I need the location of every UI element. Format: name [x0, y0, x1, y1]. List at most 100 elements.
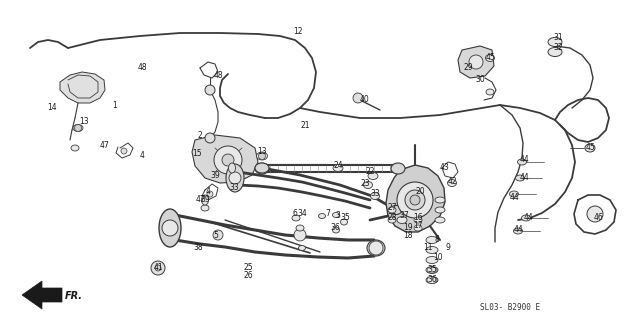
Ellipse shape: [298, 246, 305, 250]
Text: 10: 10: [433, 254, 443, 263]
Text: 1: 1: [113, 100, 117, 109]
Ellipse shape: [391, 163, 405, 174]
Ellipse shape: [435, 217, 445, 223]
Circle shape: [205, 85, 215, 95]
Circle shape: [213, 230, 223, 240]
Text: 36: 36: [427, 276, 437, 285]
Ellipse shape: [255, 163, 269, 173]
Polygon shape: [458, 46, 494, 78]
Text: 46: 46: [593, 213, 603, 222]
Ellipse shape: [202, 195, 209, 205]
Text: 28: 28: [387, 213, 397, 222]
Ellipse shape: [228, 163, 236, 173]
Ellipse shape: [426, 247, 438, 254]
Ellipse shape: [159, 209, 181, 247]
Ellipse shape: [486, 89, 494, 95]
Text: 40: 40: [360, 95, 370, 105]
Circle shape: [294, 229, 306, 241]
Circle shape: [587, 206, 603, 222]
Text: SL03- B2900 E: SL03- B2900 E: [480, 303, 540, 313]
Ellipse shape: [435, 197, 445, 203]
Ellipse shape: [426, 256, 438, 263]
Text: 48: 48: [213, 70, 223, 79]
Ellipse shape: [548, 48, 562, 56]
Text: 41: 41: [153, 263, 163, 272]
Ellipse shape: [201, 205, 209, 211]
Text: 20: 20: [415, 188, 425, 197]
Text: 13: 13: [79, 117, 89, 127]
Text: 29: 29: [463, 63, 473, 72]
Polygon shape: [60, 72, 105, 103]
Text: 44: 44: [520, 155, 530, 165]
Circle shape: [121, 148, 127, 154]
Ellipse shape: [364, 182, 372, 189]
Circle shape: [405, 190, 425, 210]
Ellipse shape: [340, 219, 348, 225]
Ellipse shape: [292, 215, 300, 221]
Polygon shape: [192, 135, 258, 183]
Polygon shape: [386, 165, 445, 232]
Text: 12: 12: [293, 27, 303, 36]
Ellipse shape: [333, 165, 343, 172]
Text: 45: 45: [585, 144, 595, 152]
Circle shape: [214, 146, 242, 174]
Ellipse shape: [515, 175, 525, 181]
Ellipse shape: [426, 266, 438, 273]
Text: 17: 17: [413, 221, 423, 231]
Text: 15: 15: [192, 149, 202, 158]
Text: 19: 19: [403, 224, 413, 233]
Text: 44: 44: [520, 174, 530, 182]
Circle shape: [207, 191, 213, 197]
Ellipse shape: [390, 205, 402, 214]
Text: 18: 18: [403, 232, 413, 241]
Circle shape: [369, 241, 383, 255]
Circle shape: [162, 220, 178, 236]
Text: 2: 2: [198, 130, 202, 139]
Text: 32: 32: [553, 43, 563, 53]
Circle shape: [469, 55, 483, 69]
Ellipse shape: [367, 240, 385, 256]
Text: 27: 27: [387, 204, 397, 212]
Circle shape: [397, 182, 433, 218]
Text: 33: 33: [229, 183, 239, 192]
Text: 35: 35: [427, 265, 437, 275]
Text: 4: 4: [205, 188, 211, 197]
Circle shape: [353, 93, 363, 103]
Ellipse shape: [333, 227, 339, 233]
Text: 39: 39: [200, 196, 210, 204]
Ellipse shape: [230, 185, 239, 191]
Text: 5: 5: [214, 231, 218, 240]
Ellipse shape: [427, 277, 437, 284]
Ellipse shape: [71, 145, 79, 151]
Ellipse shape: [255, 163, 269, 174]
Ellipse shape: [414, 217, 422, 223]
Text: 30: 30: [475, 76, 485, 85]
Circle shape: [151, 261, 165, 275]
Text: 11: 11: [423, 243, 433, 253]
Ellipse shape: [388, 207, 396, 213]
Text: 24: 24: [333, 160, 343, 169]
Text: 36: 36: [330, 224, 340, 233]
Text: 48: 48: [137, 63, 147, 72]
Text: 6: 6: [292, 209, 298, 218]
Circle shape: [259, 152, 266, 160]
Text: 31: 31: [553, 33, 563, 42]
Text: 14: 14: [47, 102, 57, 112]
Ellipse shape: [426, 236, 438, 243]
Circle shape: [229, 172, 241, 184]
Text: 44: 44: [523, 213, 533, 222]
Text: 45: 45: [485, 54, 495, 63]
Ellipse shape: [522, 215, 531, 221]
Ellipse shape: [435, 207, 445, 213]
Circle shape: [205, 133, 215, 143]
Text: 9: 9: [445, 243, 451, 253]
Ellipse shape: [548, 38, 562, 47]
Text: 13: 13: [257, 147, 267, 157]
Ellipse shape: [486, 55, 495, 62]
Text: 8: 8: [435, 235, 440, 244]
Text: 43: 43: [439, 162, 449, 172]
Ellipse shape: [427, 267, 437, 273]
Text: 16: 16: [413, 213, 423, 222]
Text: 44: 44: [510, 192, 520, 202]
Ellipse shape: [388, 217, 396, 223]
